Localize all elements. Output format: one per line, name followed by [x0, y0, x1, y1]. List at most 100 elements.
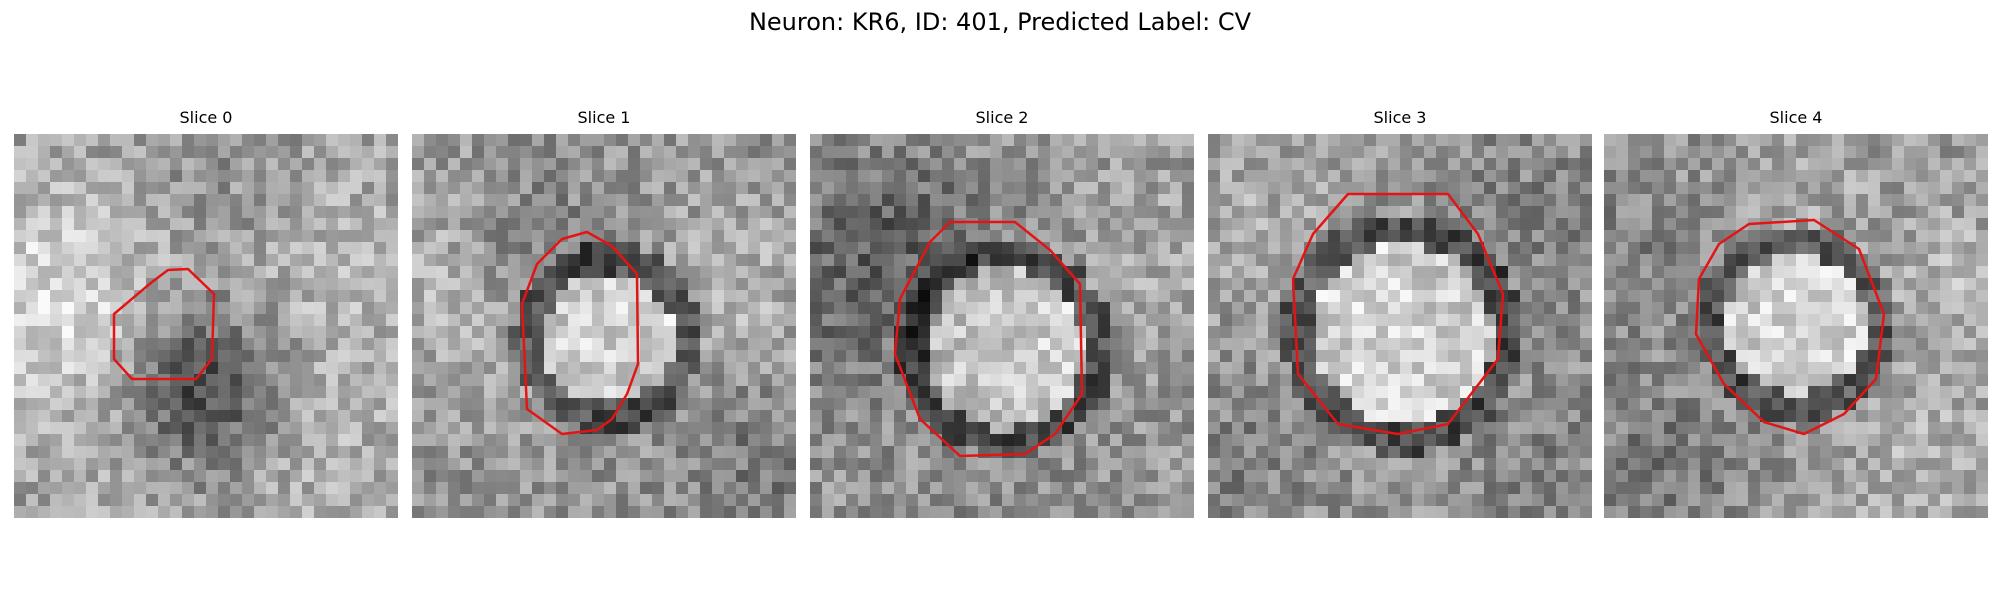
image-pixel	[1532, 338, 1545, 351]
image-pixel	[1748, 302, 1761, 315]
image-pixel	[1158, 158, 1171, 171]
image-pixel	[954, 362, 967, 375]
image-pixel	[158, 350, 171, 363]
image-pixel	[1182, 338, 1194, 351]
image-pixel	[1340, 254, 1353, 267]
image-pixel	[1304, 302, 1317, 315]
image-pixel	[110, 470, 123, 483]
image-pixel	[1292, 470, 1305, 483]
image-pixel	[1268, 146, 1281, 159]
image-pixel	[26, 206, 39, 219]
image-pixel	[1292, 218, 1305, 231]
image-pixel	[616, 410, 629, 423]
image-pixel	[158, 506, 171, 518]
image-pixel	[1424, 398, 1437, 411]
image-pixel	[26, 134, 39, 147]
image-pixel	[1110, 218, 1123, 231]
image-pixel	[38, 398, 51, 411]
image-pixel	[1904, 446, 1917, 459]
image-pixel	[1158, 470, 1171, 483]
image-pixel	[448, 482, 461, 495]
image-pixel	[1664, 302, 1677, 315]
image-pixel	[700, 386, 713, 399]
image-pixel	[1340, 446, 1353, 459]
image-pixel	[1484, 314, 1497, 327]
image-pixel	[1352, 242, 1365, 255]
image-pixel	[1026, 218, 1039, 231]
image-pixel	[374, 494, 387, 507]
image-pixel	[1724, 182, 1737, 195]
image-pixel	[1448, 302, 1461, 315]
image-pixel	[182, 386, 195, 399]
image-pixel	[1014, 266, 1027, 279]
image-pixel	[14, 206, 27, 219]
image-pixel	[1122, 182, 1135, 195]
image-pixel	[74, 326, 87, 339]
image-pixel	[326, 386, 339, 399]
image-pixel	[1280, 266, 1293, 279]
image-pixel	[1544, 134, 1557, 147]
image-pixel	[218, 158, 231, 171]
image-pixel	[1448, 278, 1461, 291]
image-pixel	[350, 230, 363, 243]
image-pixel	[146, 482, 159, 495]
image-pixel	[158, 218, 171, 231]
image-pixel	[1640, 182, 1653, 195]
image-pixel	[894, 470, 907, 483]
image-pixel	[1760, 350, 1773, 363]
image-pixel	[134, 362, 147, 375]
image-pixel	[1424, 386, 1437, 399]
image-pixel	[26, 398, 39, 411]
image-pixel	[1940, 386, 1953, 399]
image-pixel	[1364, 338, 1377, 351]
image-pixel	[386, 146, 398, 159]
image-pixel	[194, 314, 207, 327]
image-pixel	[206, 134, 219, 147]
image-pixel	[1232, 470, 1245, 483]
image-pixel	[362, 290, 375, 303]
image-pixel	[1158, 374, 1171, 387]
image-pixel	[1604, 230, 1617, 243]
image-pixel	[1400, 134, 1413, 147]
image-pixel	[640, 134, 653, 147]
image-pixel	[74, 194, 87, 207]
image-pixel	[858, 434, 871, 447]
image-pixel	[1376, 194, 1389, 207]
image-pixel	[1256, 398, 1269, 411]
image-pixel	[1014, 242, 1027, 255]
image-pixel	[1832, 278, 1845, 291]
image-pixel	[302, 446, 315, 459]
image-pixel	[1436, 146, 1449, 159]
image-pixel	[338, 134, 351, 147]
image-pixel	[1604, 314, 1617, 327]
image-pixel	[1026, 398, 1039, 411]
image-pixel	[966, 362, 979, 375]
image-pixel	[736, 362, 749, 375]
image-pixel	[86, 206, 99, 219]
image-pixel	[448, 506, 461, 518]
image-pixel	[1232, 206, 1245, 219]
image-pixel	[194, 494, 207, 507]
image-pixel	[592, 338, 605, 351]
image-pixel	[110, 158, 123, 171]
image-pixel	[98, 242, 111, 255]
image-pixel	[1158, 278, 1171, 291]
image-pixel	[1496, 170, 1509, 183]
image-pixel	[1014, 446, 1027, 459]
image-pixel	[568, 362, 581, 375]
image-pixel	[496, 194, 509, 207]
image-pixel	[302, 350, 315, 363]
image-pixel	[278, 278, 291, 291]
image-pixel	[1460, 422, 1473, 435]
image-pixel	[1400, 242, 1413, 255]
image-pixel	[604, 434, 617, 447]
image-pixel	[664, 398, 677, 411]
image-pixel	[448, 338, 461, 351]
image-pixel	[748, 254, 761, 267]
image-pixel	[810, 434, 823, 447]
image-pixel	[1952, 302, 1965, 315]
image-pixel	[810, 158, 823, 171]
image-pixel	[834, 158, 847, 171]
image-pixel	[1976, 398, 1988, 411]
image-pixel	[1038, 350, 1051, 363]
